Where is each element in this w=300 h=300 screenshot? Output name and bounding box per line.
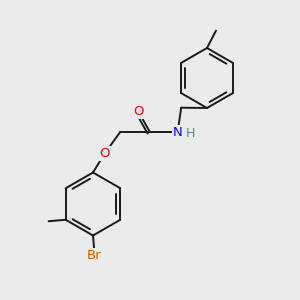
Text: Br: Br [87,249,102,262]
Text: O: O [133,105,144,119]
Text: O: O [99,147,110,161]
Text: H: H [186,127,196,140]
Text: N: N [173,126,182,139]
